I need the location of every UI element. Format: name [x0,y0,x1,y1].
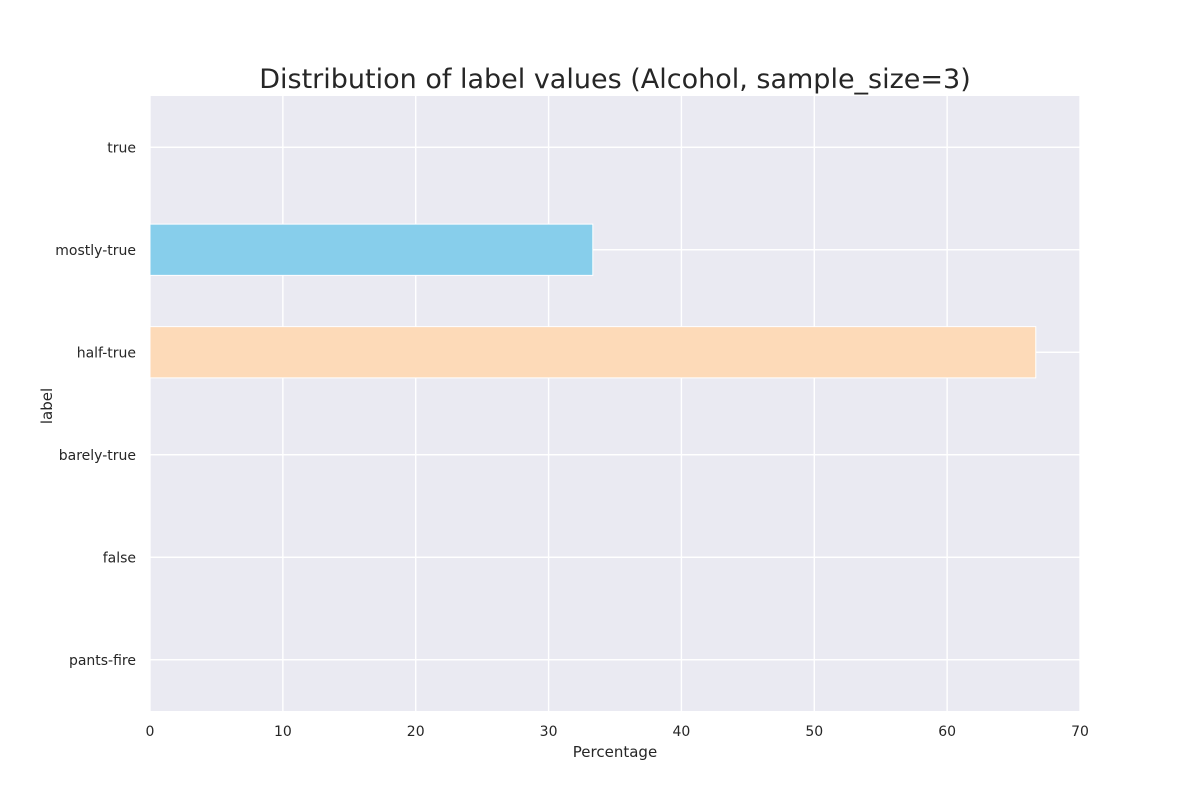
y-tick-label: mostly-true [55,243,136,259]
x-tick-label: 20 [407,724,425,740]
y-tick-label: pants-fire [69,653,136,669]
bars [149,223,1037,379]
y-tick-label: false [103,550,136,566]
x-tick-label: 10 [274,724,292,740]
y-tick-label: true [107,140,136,156]
x-tick-label: 40 [673,724,691,740]
bar-mostly-true [149,223,594,276]
x-tick-label: 30 [540,724,558,740]
x-tick-label: 60 [938,724,956,740]
x-tick-label: 70 [1071,724,1089,740]
y-tick-label: barely-true [59,448,136,464]
x-axis-label: Percentage [573,743,657,761]
y-tick-label: half-true [77,345,136,361]
bar-half-true [149,326,1037,379]
y-axis-label: label [38,388,56,424]
y-tick-labels: true mostly-true half-true barely-true false… [55,140,136,669]
x-tick-label: 0 [146,724,155,740]
plot-area [150,96,1080,711]
chart-title: Distribution of label values (Alcohol, s… [259,64,971,95]
x-tick-labels: 0 10 20 30 40 50 60 70 [146,724,1089,740]
x-tick-label: 50 [805,724,823,740]
